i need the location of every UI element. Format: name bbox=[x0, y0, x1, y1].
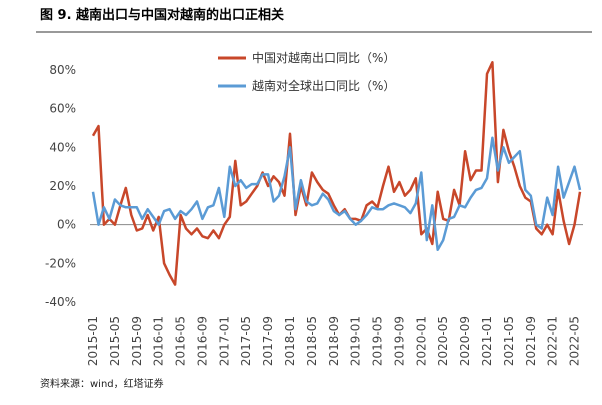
y-tick-label: 80% bbox=[49, 63, 76, 77]
series-line bbox=[91, 136, 582, 252]
x-tick-label: 2019-01 bbox=[349, 316, 363, 366]
y-tick-label: -40% bbox=[45, 295, 76, 309]
x-tick-label: 2017-01 bbox=[217, 316, 231, 366]
y-tick-label: 40% bbox=[49, 140, 76, 154]
x-tick-label: 2016-09 bbox=[195, 316, 209, 366]
x-tick-label: 2021-09 bbox=[524, 316, 538, 366]
y-tick-label: 20% bbox=[49, 179, 76, 193]
legend-label: 中国对越南出口同比（%） bbox=[252, 50, 395, 65]
x-tick-label: 2017-09 bbox=[261, 316, 275, 366]
x-tick-label: 2020-09 bbox=[458, 316, 472, 366]
x-tick-label: 2018-01 bbox=[283, 316, 297, 366]
y-tick-label: 60% bbox=[49, 102, 76, 116]
x-tick-label: 2016-05 bbox=[174, 316, 188, 366]
x-tick-label: 2020-01 bbox=[414, 316, 428, 366]
legend-label: 越南对全球出口同比（%） bbox=[252, 78, 395, 93]
x-tick-label: 2021-05 bbox=[502, 316, 516, 366]
y-tick-label: -20% bbox=[45, 256, 76, 270]
x-tick-label: 2015-09 bbox=[130, 316, 144, 366]
x-tick-label: 2019-05 bbox=[371, 316, 385, 366]
x-tick-label: 2016-01 bbox=[152, 316, 166, 366]
series-line bbox=[91, 61, 582, 286]
y-tick-label: 0% bbox=[57, 218, 76, 232]
x-tick-label: 2018-05 bbox=[305, 316, 319, 366]
x-tick-label: 2017-05 bbox=[239, 316, 253, 366]
x-tick-label: 2022-05 bbox=[568, 316, 582, 366]
x-tick-label: 2015-01 bbox=[86, 316, 100, 366]
x-tick-label: 2021-01 bbox=[480, 316, 494, 366]
x-tick-label: 2022-01 bbox=[546, 316, 560, 366]
x-tick-label: 2020-05 bbox=[436, 316, 450, 366]
x-tick-label: 2019-09 bbox=[392, 316, 406, 366]
source-note: 资料来源：wind，红塔证券 bbox=[40, 377, 164, 390]
chart-title: 图 9. 越南出口与中国对越南的出口正相关 bbox=[40, 7, 284, 23]
x-tick-label: 2018-09 bbox=[327, 316, 341, 366]
x-tick-label: 2015-05 bbox=[108, 316, 122, 366]
